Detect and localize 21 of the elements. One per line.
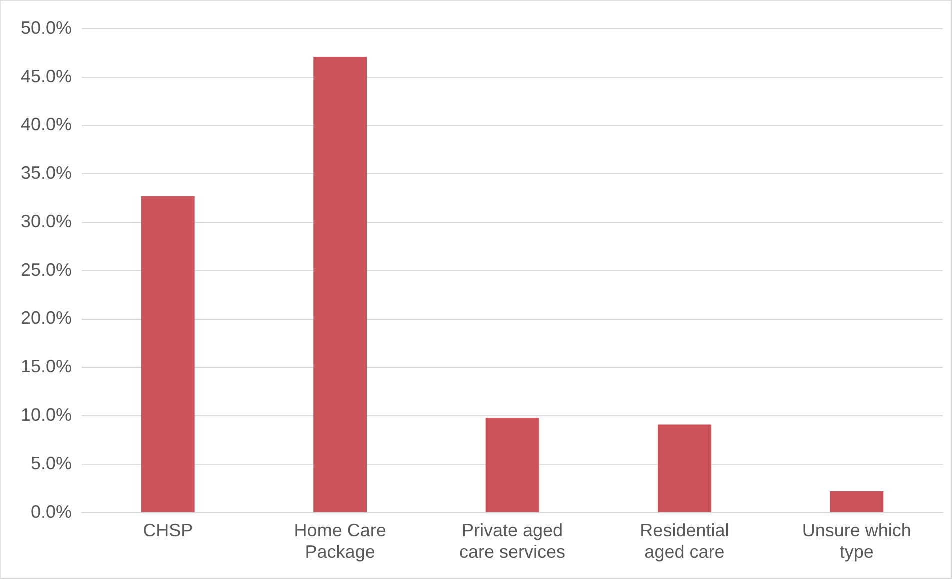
bar (658, 424, 712, 512)
y-tick-label: 15.0% (20, 356, 72, 377)
y-tick-label: 30.0% (20, 211, 72, 232)
bar (314, 57, 368, 512)
x-tick-label: Unsure which type (802, 520, 912, 562)
y-tick-label: 25.0% (20, 260, 72, 280)
y-tick-label: 20.0% (20, 308, 72, 328)
y-tick-label: 50.0% (20, 18, 72, 38)
y-tick-label: 35.0% (20, 163, 72, 184)
y-tick-label: 40.0% (20, 114, 72, 135)
x-tick-label: Home Care Package (294, 520, 386, 562)
x-tick-label: Residential aged care (640, 520, 730, 562)
bar (486, 418, 540, 512)
x-tick-label: Private aged care services (460, 520, 566, 562)
x-tick-label: CHSP (143, 520, 194, 541)
y-tick-label: 5.0% (31, 453, 72, 474)
y-tick-label: 45.0% (20, 66, 72, 86)
y-tick-label: 0.0% (31, 502, 72, 522)
y-tick-label: 10.0% (20, 405, 72, 426)
bar (830, 492, 884, 512)
bar (141, 196, 195, 512)
